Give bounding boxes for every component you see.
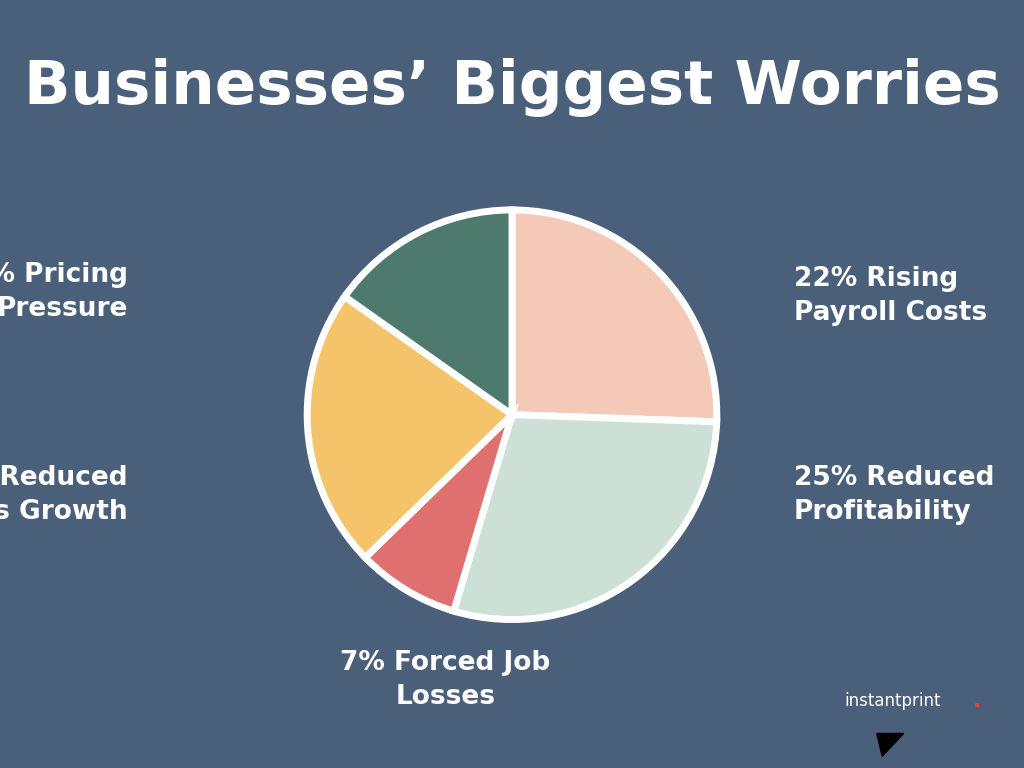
Wedge shape <box>454 415 717 620</box>
Text: Businesses’ Biggest Worries: Businesses’ Biggest Worries <box>24 58 1000 117</box>
Wedge shape <box>345 210 512 415</box>
Text: 7% Forced Job
Losses: 7% Forced Job Losses <box>340 650 551 710</box>
Wedge shape <box>366 415 512 611</box>
Wedge shape <box>512 210 717 422</box>
Wedge shape <box>307 296 512 558</box>
Polygon shape <box>877 733 904 756</box>
Text: 13.1% Pricing
Pressure: 13.1% Pricing Pressure <box>0 262 128 322</box>
Text: .: . <box>973 690 981 711</box>
Text: instantprint: instantprint <box>845 692 941 710</box>
Text: 25% Reduced
Profitability: 25% Reduced Profitability <box>794 465 994 525</box>
Text: 19% Reduced
Business Growth: 19% Reduced Business Growth <box>0 465 128 525</box>
Text: 22% Rising
Payroll Costs: 22% Rising Payroll Costs <box>794 266 987 326</box>
